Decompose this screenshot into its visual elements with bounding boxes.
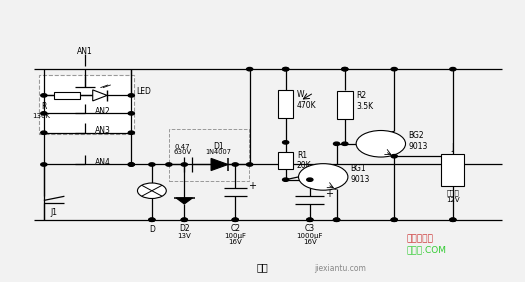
Text: J: J <box>452 143 454 152</box>
FancyBboxPatch shape <box>337 91 353 119</box>
FancyBboxPatch shape <box>39 75 134 134</box>
Circle shape <box>232 163 238 166</box>
Circle shape <box>307 218 313 221</box>
Circle shape <box>149 218 155 221</box>
Circle shape <box>181 218 187 221</box>
Circle shape <box>450 218 456 221</box>
Circle shape <box>356 131 405 157</box>
Text: D1: D1 <box>214 142 224 151</box>
Text: C2: C2 <box>230 224 240 233</box>
Text: 接线图.COM: 接线图.COM <box>406 246 447 255</box>
Circle shape <box>138 183 166 199</box>
FancyBboxPatch shape <box>278 90 293 118</box>
Text: 16V: 16V <box>228 239 242 245</box>
Circle shape <box>128 163 134 166</box>
Text: BG1
9013: BG1 9013 <box>351 164 370 184</box>
Circle shape <box>41 94 47 97</box>
Text: 130K: 130K <box>32 113 50 119</box>
Circle shape <box>232 218 238 221</box>
Circle shape <box>149 163 155 166</box>
Circle shape <box>450 218 456 221</box>
Circle shape <box>282 178 289 181</box>
Text: J1: J1 <box>50 208 58 217</box>
FancyBboxPatch shape <box>278 152 293 169</box>
Text: AN2: AN2 <box>96 107 111 116</box>
Circle shape <box>307 218 313 221</box>
Circle shape <box>247 163 253 166</box>
Circle shape <box>128 94 134 97</box>
Circle shape <box>128 131 134 134</box>
Text: R2
3.5K: R2 3.5K <box>356 91 373 111</box>
Circle shape <box>299 164 348 190</box>
Circle shape <box>128 163 134 166</box>
Circle shape <box>391 218 397 221</box>
Text: 16V: 16V <box>303 239 317 245</box>
Text: W
470K: W 470K <box>297 91 317 110</box>
Circle shape <box>342 67 348 71</box>
Text: +: + <box>248 181 256 191</box>
Text: R1
20K: R1 20K <box>297 151 312 170</box>
Text: LED: LED <box>136 87 151 96</box>
Polygon shape <box>93 90 107 101</box>
Circle shape <box>342 142 348 146</box>
Circle shape <box>128 112 134 115</box>
Text: 100μF: 100μF <box>224 233 246 239</box>
Text: AN4: AN4 <box>96 158 111 167</box>
Circle shape <box>181 163 187 166</box>
Circle shape <box>166 163 172 166</box>
Circle shape <box>282 67 289 71</box>
Circle shape <box>333 218 340 221</box>
Circle shape <box>333 218 340 221</box>
FancyBboxPatch shape <box>54 92 80 99</box>
Circle shape <box>307 178 313 181</box>
Text: 1000μF: 1000μF <box>297 233 323 239</box>
Circle shape <box>282 67 289 71</box>
Circle shape <box>282 141 289 144</box>
Circle shape <box>391 155 397 158</box>
Text: +: + <box>326 189 333 199</box>
Circle shape <box>450 67 456 71</box>
Text: D: D <box>149 225 155 234</box>
Text: BG2
9013: BG2 9013 <box>408 131 427 151</box>
Text: R: R <box>41 102 47 111</box>
Polygon shape <box>176 198 193 204</box>
Circle shape <box>149 218 155 221</box>
Circle shape <box>232 218 238 221</box>
Text: 图一: 图一 <box>257 262 268 272</box>
Text: 13V: 13V <box>177 233 191 239</box>
Text: D2: D2 <box>179 224 190 233</box>
Circle shape <box>41 112 47 115</box>
Text: 电子爱好友: 电子爱好友 <box>406 235 434 244</box>
Polygon shape <box>211 158 228 171</box>
Circle shape <box>333 142 340 146</box>
Text: AN1: AN1 <box>77 47 93 56</box>
Circle shape <box>391 218 397 221</box>
Text: C3: C3 <box>305 224 315 233</box>
Text: 630V: 630V <box>174 149 192 155</box>
Text: 1N4007: 1N4007 <box>206 149 232 155</box>
Circle shape <box>247 67 253 71</box>
Circle shape <box>41 163 47 166</box>
Text: 继电器: 继电器 <box>446 190 459 196</box>
FancyBboxPatch shape <box>442 154 465 186</box>
Text: 12V: 12V <box>446 197 460 203</box>
Circle shape <box>181 218 187 221</box>
Circle shape <box>41 131 47 134</box>
Text: 0.47: 0.47 <box>175 144 191 149</box>
Circle shape <box>391 67 397 71</box>
Text: jiexiantu.com: jiexiantu.com <box>314 264 366 273</box>
Text: AN3: AN3 <box>96 126 111 135</box>
Circle shape <box>342 67 348 71</box>
